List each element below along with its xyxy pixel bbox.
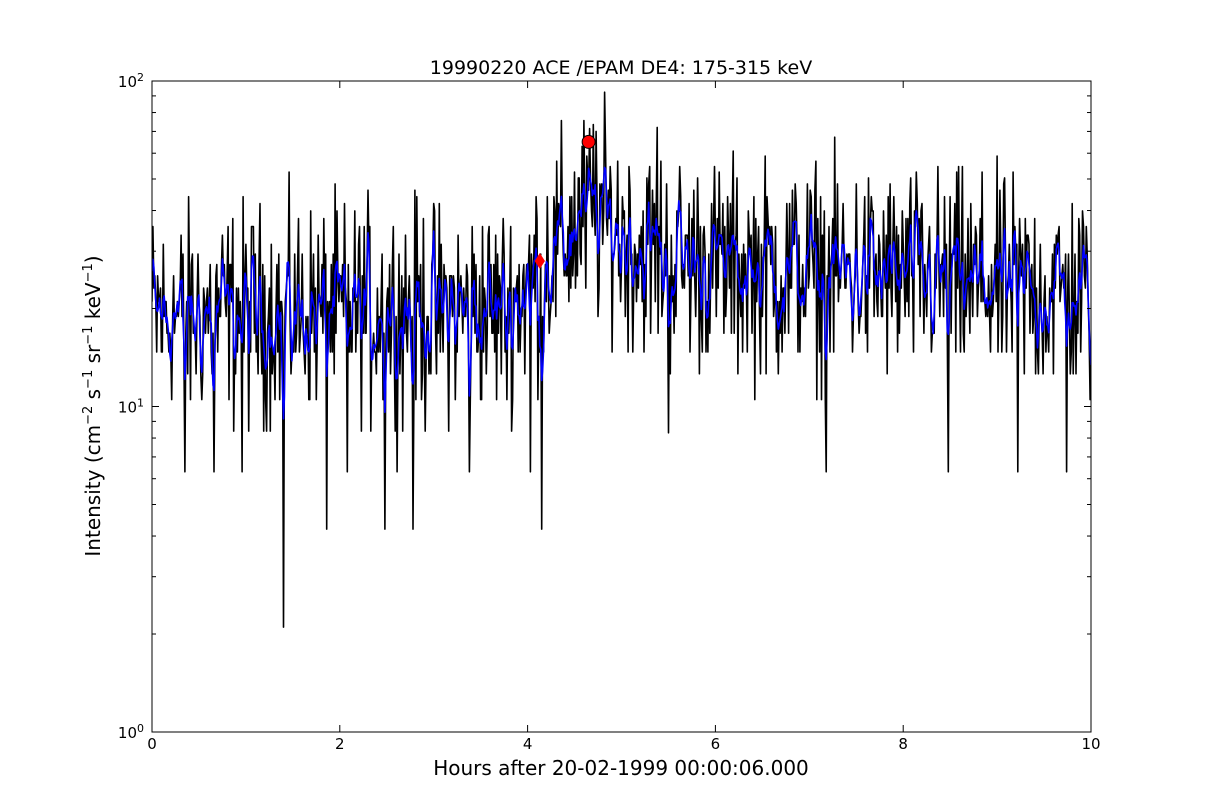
x-tick-label: 2: [335, 735, 345, 753]
series-line-smoothed: [152, 166, 1091, 420]
x-axis: 0 2 4 6 8 10: [147, 81, 1101, 753]
x-tick-label: 8: [898, 735, 908, 753]
marker-diamond: [534, 253, 545, 269]
x-tick-label: 6: [711, 735, 721, 753]
y-tick-label: 101: [118, 397, 144, 417]
x-axis-label: Hours after 20-02-1999 00:00:06.000: [433, 756, 809, 780]
x-tick-label: 4: [523, 735, 533, 753]
y-axis-label: Intensity (cm−2 s−1 sr−1 keV−1): [81, 255, 105, 556]
y-axis: 100 101 102: [118, 71, 1091, 742]
series-layer: [152, 91, 1091, 628]
chart-title: 19990220 ACE /EPAM DE4: 175-315 keV: [430, 57, 812, 79]
marker-circle: [581, 134, 596, 149]
y-tick-label: 102: [118, 71, 144, 91]
x-tick-label: 10: [1081, 735, 1100, 753]
marker-layer: [534, 134, 596, 269]
y-tick-label: 100: [118, 722, 144, 742]
x-tick-label: 0: [147, 735, 157, 753]
